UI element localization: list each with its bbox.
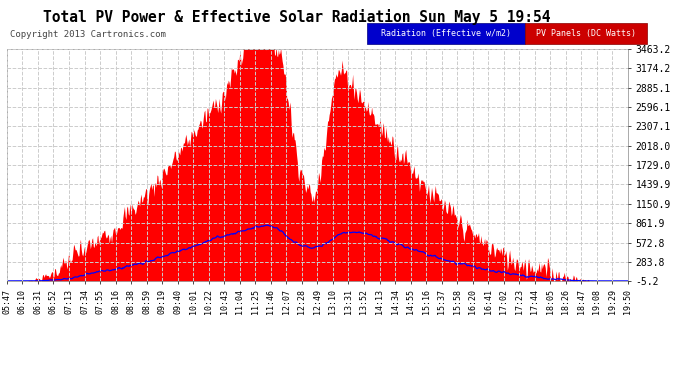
FancyBboxPatch shape xyxy=(367,23,526,44)
Text: Copyright 2013 Cartronics.com: Copyright 2013 Cartronics.com xyxy=(10,30,166,39)
Text: Total PV Power & Effective Solar Radiation Sun May 5 19:54: Total PV Power & Effective Solar Radiati… xyxy=(43,9,551,26)
FancyBboxPatch shape xyxy=(526,23,647,44)
Text: Radiation (Effective w/m2): Radiation (Effective w/m2) xyxy=(382,29,511,38)
Text: PV Panels (DC Watts): PV Panels (DC Watts) xyxy=(536,29,636,38)
